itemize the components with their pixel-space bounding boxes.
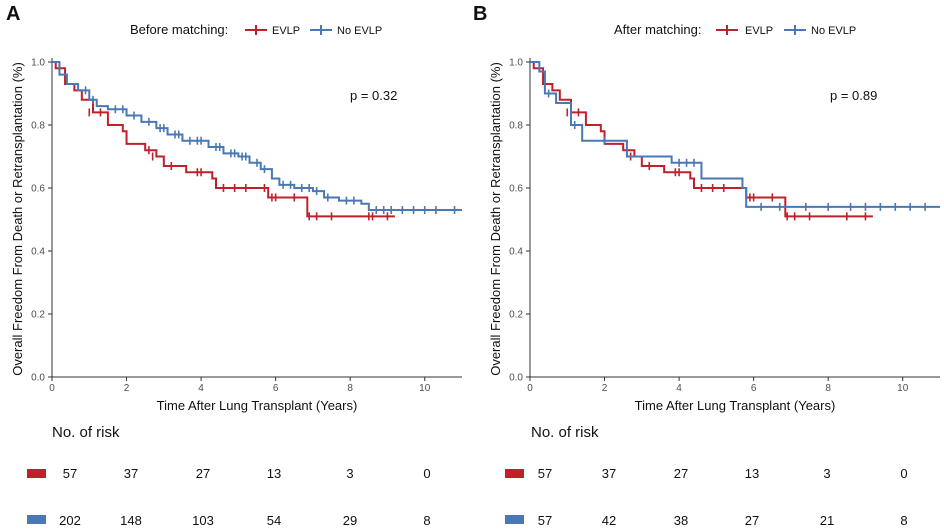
x-tick-label: 4 xyxy=(198,383,204,394)
risk-values-a: 57 37 27 13 3 0 202 148 103 54 29 8 xyxy=(59,466,430,528)
risk-row-swatch-no-evlp xyxy=(505,515,524,524)
legend-label-no-evlp: No EVLP xyxy=(337,25,382,37)
y-axis-title: Overall Freedom From Death or Retranspla… xyxy=(488,62,503,376)
risk-count: 3 xyxy=(823,466,830,481)
y-tick-label: 0.2 xyxy=(509,310,523,321)
risk-row-swatch-no-evlp xyxy=(27,515,46,524)
risk-count: 42 xyxy=(602,513,616,528)
y-tick-label: 1.0 xyxy=(509,58,523,69)
x-tick-label: 6 xyxy=(273,383,279,394)
y-axis-title: Overall Freedom From Death or Retranspla… xyxy=(10,62,25,376)
risk-count: 27 xyxy=(196,466,210,481)
km-plot-a: 0.0 0.2 0.4 0.6 0.8 1.0 0 2 4 6 8 10 xyxy=(31,58,462,394)
risk-count: 3 xyxy=(346,466,353,481)
risk-row-swatch-evlp xyxy=(505,469,524,478)
x-tick-label: 2 xyxy=(602,383,608,394)
legend-label-evlp: EVLP xyxy=(272,25,300,37)
risk-count: 54 xyxy=(267,513,281,528)
y-tick-label: 0.6 xyxy=(31,184,45,195)
risk-table-title: No. of risk xyxy=(531,424,599,441)
risk-count: 27 xyxy=(674,466,688,481)
km-curve-no_evlp xyxy=(530,61,940,208)
legend-title: Before matching: xyxy=(130,22,228,37)
risk-count: 27 xyxy=(745,513,759,528)
x-tick-label: 6 xyxy=(751,383,757,394)
p-value: p = 0.89 xyxy=(830,88,877,103)
legend-label-no-evlp: No EVLP xyxy=(811,25,856,37)
y-tick-label: 0.8 xyxy=(31,121,45,132)
panel-letter: B xyxy=(473,3,487,25)
km-curve-evlp xyxy=(530,61,873,218)
x-axis-title: Time After Lung Transplant (Years) xyxy=(157,398,358,413)
legend-label-evlp: EVLP xyxy=(745,25,773,37)
y-tick-label: 1.0 xyxy=(31,58,45,69)
risk-row-swatch-evlp xyxy=(27,469,46,478)
panel-a: A Before matching: EVLP No EVLP Overall … xyxy=(6,3,462,528)
risk-count: 57 xyxy=(63,466,77,481)
x-tick-label: 8 xyxy=(825,383,831,394)
x-tick-label: 10 xyxy=(897,383,909,394)
legend-title: After matching: xyxy=(614,22,701,37)
risk-count: 37 xyxy=(602,466,616,481)
km-plot-b: 0.0 0.2 0.4 0.6 0.8 1.0 0 2 4 6 8 10 xyxy=(509,58,940,394)
panel-letter: A xyxy=(6,3,20,25)
x-tick-label: 8 xyxy=(347,383,353,394)
risk-count: 103 xyxy=(192,513,214,528)
x-tick-label: 2 xyxy=(124,383,130,394)
risk-count: 13 xyxy=(267,466,281,481)
risk-count: 8 xyxy=(900,513,907,528)
risk-count: 202 xyxy=(59,513,81,528)
y-tick-label: 0.0 xyxy=(509,373,523,384)
y-tick-label: 0.4 xyxy=(509,247,523,258)
x-tick-label: 4 xyxy=(676,383,682,394)
x-tick-label: 0 xyxy=(527,383,533,394)
risk-count: 29 xyxy=(343,513,357,528)
risk-count: 8 xyxy=(423,513,430,528)
y-tick-label: 0.4 xyxy=(31,247,45,258)
risk-table-title: No. of risk xyxy=(52,424,120,441)
risk-values-b: 57 37 27 13 3 0 57 42 38 27 21 8 xyxy=(538,466,908,528)
y-tick-label: 0.2 xyxy=(31,310,45,321)
risk-count: 13 xyxy=(745,466,759,481)
risk-count: 37 xyxy=(124,466,138,481)
risk-count: 0 xyxy=(423,466,430,481)
risk-count: 57 xyxy=(538,513,552,528)
risk-count: 148 xyxy=(120,513,142,528)
y-tick-label: 0.6 xyxy=(509,184,523,195)
x-axis-title: Time After Lung Transplant (Years) xyxy=(635,398,836,413)
p-value: p = 0.32 xyxy=(350,88,397,103)
km-curve-evlp xyxy=(52,61,395,218)
y-tick-label: 0.8 xyxy=(509,121,523,132)
x-tick-label: 10 xyxy=(419,383,431,394)
risk-count: 38 xyxy=(674,513,688,528)
panel-b: B After matching: EVLP No EVLP Overall F… xyxy=(473,3,940,528)
x-tick-label: 0 xyxy=(49,383,55,394)
risk-count: 0 xyxy=(900,466,907,481)
y-tick-label: 0.0 xyxy=(31,373,45,384)
risk-count: 57 xyxy=(538,466,552,481)
risk-count: 21 xyxy=(820,513,834,528)
